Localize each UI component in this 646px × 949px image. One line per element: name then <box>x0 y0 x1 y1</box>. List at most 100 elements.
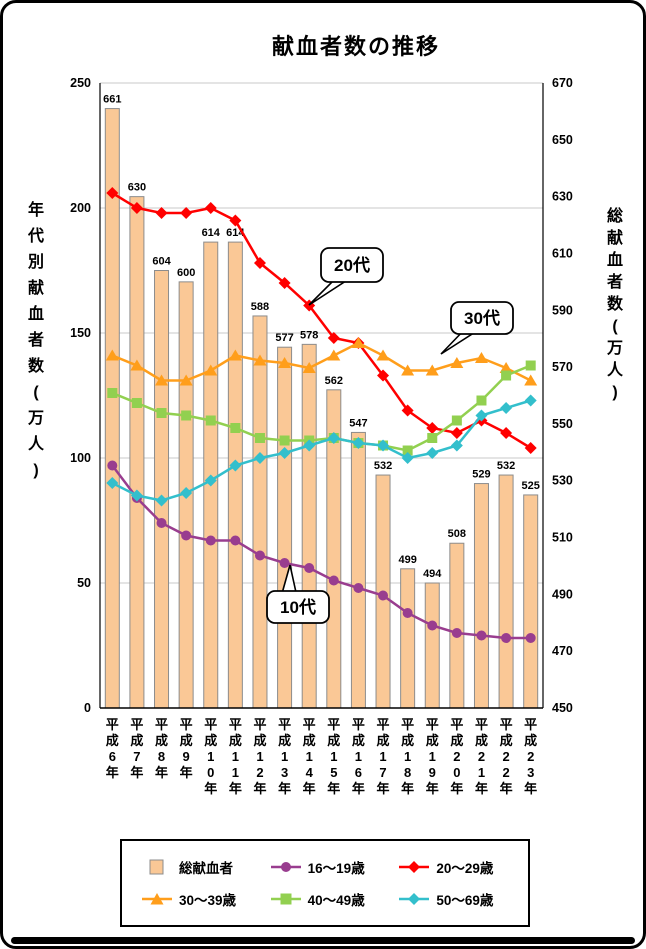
callouts-layer: 20代 30代 10代 <box>266 247 514 624</box>
chart-legend: 総献血者 16〜19歳 20〜29歳 <box>120 839 530 927</box>
svg-text:499: 499 <box>398 554 416 566</box>
right-axis-tick-labels: 450 470 490 510 530 550 570 590 610 630 650 670 <box>552 76 573 715</box>
left-axis-tick-labels: 0 50 100 150 200 250 <box>70 76 91 715</box>
bar <box>523 494 539 709</box>
bar-swatch-icon <box>149 859 164 875</box>
axis-titles: 年代別献血者数(万人) 総献血者数(万人) <box>27 200 624 479</box>
legend-item-20-29: 20〜29歳 <box>389 857 518 877</box>
diamond-marker-icon <box>399 861 430 873</box>
svg-text:490: 490 <box>552 587 573 601</box>
svg-text:200: 200 <box>70 201 91 215</box>
bar <box>424 582 440 709</box>
legend-item-16-19: 16〜19歳 <box>261 857 390 877</box>
svg-text:590: 590 <box>552 303 573 317</box>
svg-text:578: 578 <box>300 329 318 341</box>
svg-text:614: 614 <box>202 227 221 239</box>
svg-text:100: 100 <box>70 451 91 465</box>
bar <box>129 196 145 709</box>
legend-item-40-49: 40〜49歳 <box>261 889 390 909</box>
legend-label-16-19: 16〜19歳 <box>307 861 365 876</box>
bar <box>400 568 416 709</box>
x-axis-category-labels: 平成 6 年平成 7 年平成 8 年平成 9 年平成 1 0 年平成 1 1 年平成 1 2 年平成 1 3 年平成 1 4… <box>106 717 537 796</box>
svg-text:10代: 10代 <box>280 597 316 617</box>
svg-text:年代別献血者数(万人): 年代別献血者数(万人) <box>27 200 45 479</box>
legend-label-total-donors: 総献血者 <box>179 861 233 876</box>
svg-text:508: 508 <box>448 528 466 540</box>
svg-text:0: 0 <box>84 701 91 715</box>
svg-text:510: 510 <box>552 531 573 545</box>
svg-text:250: 250 <box>70 76 91 90</box>
legend-label-30-39: 30〜39歳 <box>179 893 237 908</box>
bar <box>227 241 243 709</box>
svg-text:20代: 20代 <box>334 255 370 275</box>
triangle-marker-icon <box>142 893 172 905</box>
svg-text:530: 530 <box>552 474 573 488</box>
svg-text:670: 670 <box>552 76 573 90</box>
square-marker-icon <box>270 893 301 905</box>
svg-text:610: 610 <box>552 246 573 260</box>
svg-text:525: 525 <box>522 480 540 492</box>
legend-row-2: 30〜39歳 40〜49歳 50〜69歳 <box>132 889 518 909</box>
svg-text:630: 630 <box>128 182 146 194</box>
bar <box>154 270 170 709</box>
axes-layer <box>99 83 544 709</box>
legend-item-30-39: 30〜39歳 <box>132 889 261 909</box>
svg-text:50: 50 <box>77 576 91 590</box>
bar <box>449 542 465 709</box>
legend-item-total-donors: 総献血者 <box>132 857 261 877</box>
svg-text:604: 604 <box>152 256 171 268</box>
bar <box>473 483 489 709</box>
legend-label-40-49: 40〜49歳 <box>307 893 365 908</box>
bar <box>277 346 293 709</box>
bar <box>498 474 514 709</box>
frame-bottom-bar <box>11 937 635 944</box>
cyan-diamond-marker-icon <box>399 893 430 905</box>
svg-text:550: 550 <box>552 417 573 431</box>
chart-title: 献血者数の推移 <box>271 34 440 59</box>
legend-item-50-69: 50〜69歳 <box>389 889 518 909</box>
svg-text:588: 588 <box>251 301 269 313</box>
svg-text:532: 532 <box>497 460 515 472</box>
bar <box>350 431 366 709</box>
svg-text:529: 529 <box>472 469 490 481</box>
bar <box>252 315 268 709</box>
legend-label-20-29: 20〜29歳 <box>436 861 494 876</box>
svg-text:661: 661 <box>103 94 121 106</box>
svg-text:532: 532 <box>374 460 392 472</box>
svg-text:570: 570 <box>552 360 573 374</box>
line-series-2 <box>105 337 538 386</box>
svg-text:150: 150 <box>70 326 91 340</box>
legend-label-50-69: 50〜69歳 <box>436 893 494 908</box>
svg-text:470: 470 <box>552 644 573 658</box>
line-series-4 <box>106 394 537 507</box>
svg-text:30代: 30代 <box>464 308 500 328</box>
svg-text:450: 450 <box>552 701 573 715</box>
svg-text:630: 630 <box>552 190 573 204</box>
svg-text:600: 600 <box>177 267 195 279</box>
svg-text:562: 562 <box>325 375 343 387</box>
svg-text:494: 494 <box>423 568 442 580</box>
legend-row-1: 総献血者 16〜19歳 20〜29歳 <box>132 857 518 877</box>
circle-marker-icon <box>270 862 301 872</box>
svg-text:総献血者数(万人): 総献血者数(万人) <box>606 206 624 401</box>
